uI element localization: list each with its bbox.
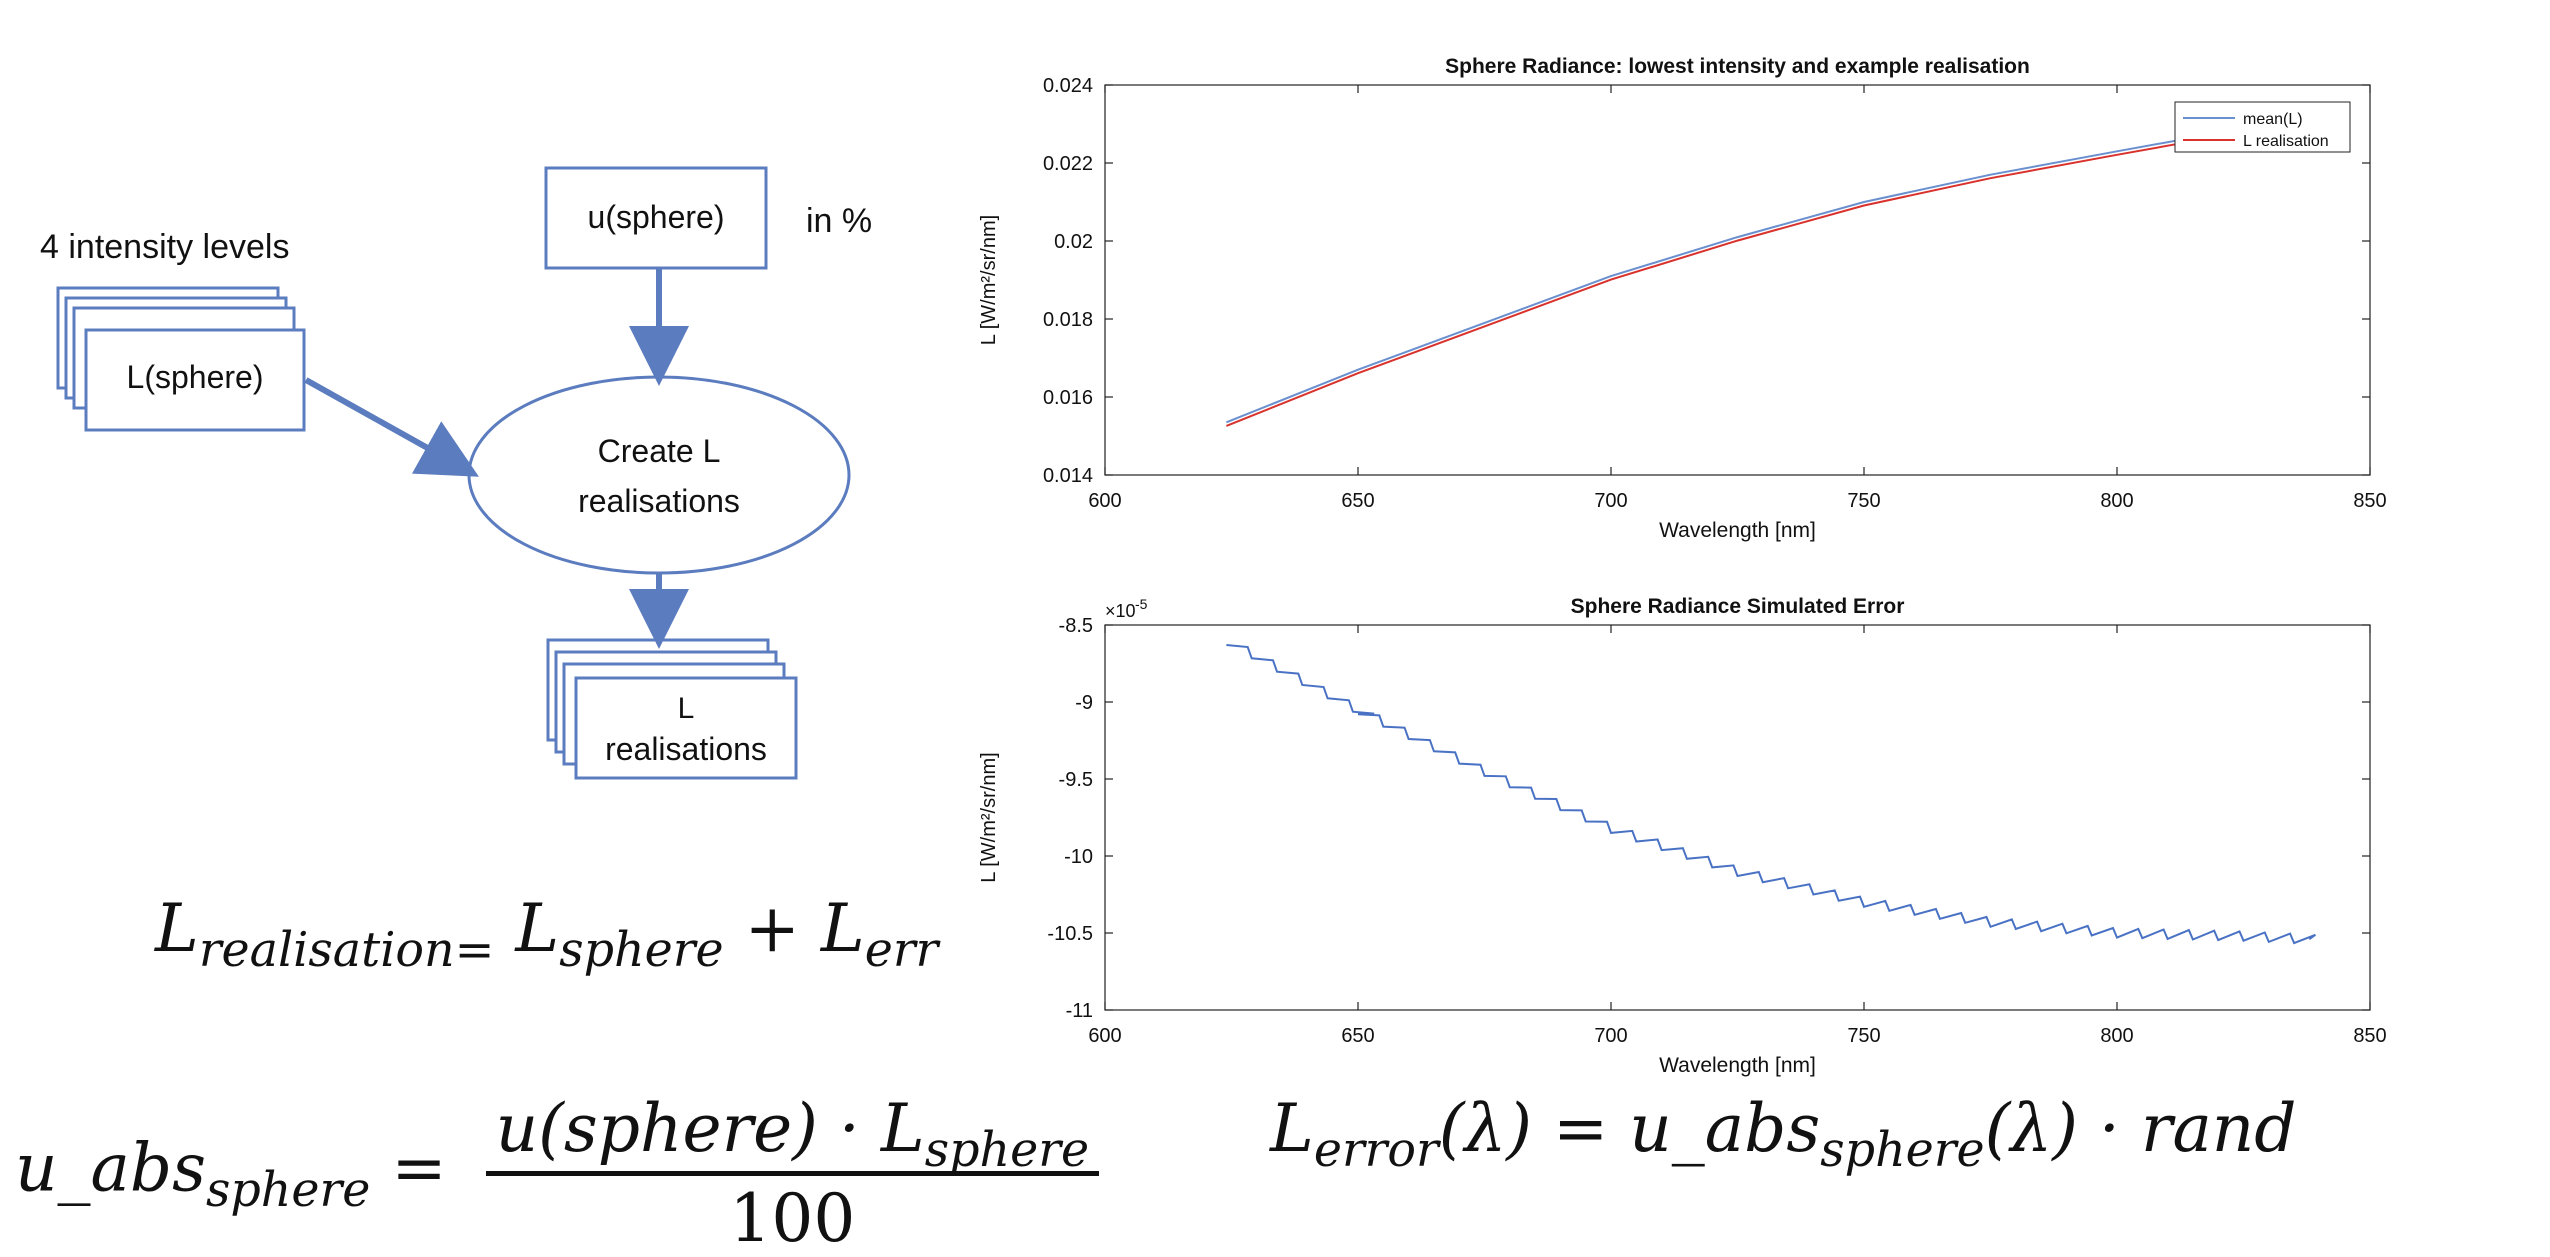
y-exponent: -5 bbox=[1135, 596, 1148, 612]
realisation-equation: Lrealisation= Lsphere + Lerr bbox=[155, 890, 938, 978]
l-sphere-label: L(sphere) bbox=[127, 359, 264, 395]
create-line2: realisations bbox=[578, 483, 740, 519]
x-tick-label: 650 bbox=[1341, 1025, 1374, 1047]
y-tick-label: 0.024 bbox=[1043, 75, 1093, 97]
err-rhs: (λ) · rand bbox=[1984, 1090, 2297, 1167]
y-multiplier: ×10 bbox=[1105, 601, 1136, 621]
legend-entry: L realisation bbox=[2243, 133, 2329, 150]
u-sphere-label: u(sphere) bbox=[588, 199, 725, 235]
x-tick-label: 800 bbox=[2100, 1025, 2133, 1047]
x-tick-label: 800 bbox=[2100, 490, 2133, 512]
arrow-l-to-create bbox=[304, 377, 479, 477]
uabs-equals: = bbox=[391, 1129, 447, 1207]
legend-box bbox=[2174, 101, 2351, 153]
y-tick-label: -10.5 bbox=[1047, 923, 1093, 945]
err-mid-sub: sphere bbox=[1820, 1123, 1985, 1179]
charts-panel: Sphere Radiance: lowest intensity and ex… bbox=[978, 55, 2387, 1077]
eq-lhs-sub: realisation= bbox=[198, 923, 495, 979]
eq-term2-sub: err bbox=[864, 923, 939, 979]
uabs-num-sub: sphere bbox=[924, 1123, 1090, 1179]
y-tick-label: 0.022 bbox=[1043, 153, 1093, 175]
y-tick-label: -9 bbox=[1075, 692, 1093, 714]
err-lhs: L bbox=[1270, 1090, 1314, 1167]
error-chart: Sphere Radiance Simulated Error 600 650 700… bbox=[978, 595, 2387, 1077]
y-axis-label: L [W/m²/sr/nm] bbox=[978, 215, 1000, 345]
eq-term2: L bbox=[820, 890, 865, 967]
uabs-fraction: u(sphere) · Lsphere 100 bbox=[485, 1090, 1100, 1257]
legend-entry: mean(L) bbox=[2243, 111, 2303, 128]
y-tick-label: -10 bbox=[1064, 846, 1093, 868]
y-tick-label: 0.016 bbox=[1043, 387, 1093, 409]
in-percent-label: in % bbox=[806, 202, 872, 240]
out-line2: realisations bbox=[605, 731, 767, 767]
y-tick-label: 0.02 bbox=[1054, 231, 1093, 253]
y-axis-label: L [W/m²/sr/nm] bbox=[978, 752, 1000, 882]
x-tick-label: 850 bbox=[2353, 1025, 2386, 1047]
l-realisations-box bbox=[574, 676, 798, 780]
uabs-lhs: u_abs bbox=[15, 1129, 206, 1207]
l-sphere-box bbox=[84, 328, 306, 432]
eq-term1-sub: sphere bbox=[559, 923, 724, 979]
x-tick-label: 650 bbox=[1341, 490, 1374, 512]
err-lhs-sub: error bbox=[1313, 1123, 1439, 1179]
chart-title: Sphere Radiance Simulated Error bbox=[1571, 595, 1905, 618]
y-tick-label: 0.018 bbox=[1043, 309, 1093, 331]
flow-diagram: 4 intensity levels L(sphere) u(sphere) i… bbox=[40, 166, 872, 780]
plot-area bbox=[1104, 624, 2371, 1011]
x-axis-label: Wavelength [nm] bbox=[1659, 519, 1816, 542]
x-tick-label: 600 bbox=[1088, 490, 1121, 512]
y-tick-label: -9.5 bbox=[1059, 769, 1093, 791]
y-tick-label: -11 bbox=[1066, 1000, 1093, 1022]
x-tick-label: 700 bbox=[1594, 1025, 1627, 1047]
x-axis-label: Wavelength [nm] bbox=[1659, 1054, 1816, 1077]
radiance-chart: Sphere Radiance: lowest intensity and ex… bbox=[978, 55, 2387, 542]
uabs-denominator: 100 bbox=[729, 1180, 856, 1257]
series-line-mean-l- bbox=[1226, 136, 2194, 424]
err-arg: (λ) = u_abs bbox=[1438, 1090, 1821, 1167]
uabs-num-text: u(sphere) · L bbox=[495, 1090, 925, 1167]
x-tick-label: 750 bbox=[1847, 490, 1880, 512]
uabs-numerator: u(sphere) · Lsphere bbox=[485, 1090, 1100, 1179]
series-line-l-realisation bbox=[1226, 140, 2194, 427]
x-tick-label: 600 bbox=[1088, 1025, 1121, 1047]
x-tick-label: 850 bbox=[2353, 490, 2386, 512]
error-equation: Lerror(λ) = u_abssphere(λ) · rand bbox=[1270, 1090, 2297, 1178]
x-tick-label: 750 bbox=[1847, 1025, 1880, 1047]
chart-title: Sphere Radiance: lowest intensity and ex… bbox=[1445, 55, 2030, 78]
uabs-lhs-sub: sphere bbox=[205, 1162, 371, 1218]
create-realisations-node bbox=[467, 375, 851, 575]
y-tick-label: 0.014 bbox=[1043, 465, 1093, 487]
intensity-levels-label: 4 intensity levels bbox=[40, 228, 289, 266]
series-line-0 bbox=[1226, 644, 2316, 945]
create-line1: Create L bbox=[598, 433, 721, 469]
eq-term1: L bbox=[515, 890, 560, 967]
y-tick-label: -8.5 bbox=[1059, 615, 1093, 637]
uabs-equation: u_abssphere = u(sphere) · Lsphere 100 bbox=[15, 1090, 1100, 1257]
x-tick-label: 700 bbox=[1594, 490, 1627, 512]
eq-plus: + bbox=[744, 890, 800, 967]
plot-area bbox=[1104, 84, 2371, 476]
eq-lhs: L bbox=[155, 890, 199, 967]
l-realisations-stack bbox=[546, 638, 798, 780]
out-line1: L bbox=[678, 692, 695, 725]
l-sphere-stack bbox=[56, 286, 306, 432]
